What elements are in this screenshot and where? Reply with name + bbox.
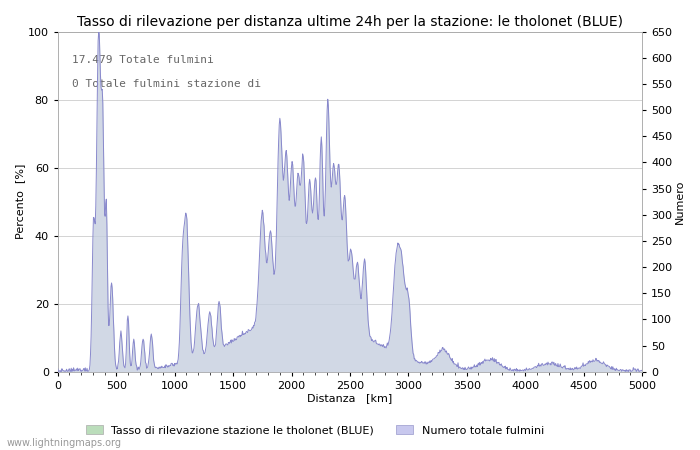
Title: Tasso di rilevazione per distanza ultime 24h per la stazione: le tholonet (BLUE): Tasso di rilevazione per distanza ultime… [77, 15, 623, 29]
Text: 17.479 Totale fulmini: 17.479 Totale fulmini [72, 55, 214, 65]
Text: www.lightningmaps.org: www.lightningmaps.org [7, 438, 122, 448]
Y-axis label: Numero: Numero [675, 180, 685, 224]
X-axis label: Distanza   [km]: Distanza [km] [307, 393, 393, 404]
Y-axis label: Percento  [%]: Percento [%] [15, 164, 25, 239]
Text: 0 Totale fulmini stazione di: 0 Totale fulmini stazione di [72, 79, 261, 89]
Legend: Tasso di rilevazione stazione le tholonet (BLUE), Numero totale fulmini: Tasso di rilevazione stazione le tholone… [81, 421, 549, 440]
